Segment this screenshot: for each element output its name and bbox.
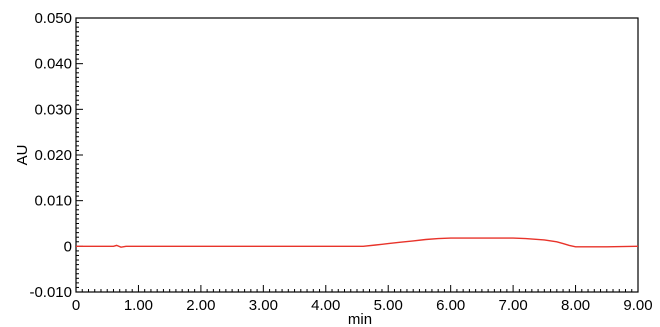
x-tick-label: 8.00 [561, 297, 590, 314]
y-tick-label: 0.050 [34, 10, 72, 27]
y-tick-label: 0.040 [34, 56, 72, 73]
series-layer [76, 237, 639, 248]
x-axis-title: min [348, 311, 372, 327]
x-axis-ticks: 0 1.00 2.00 3.00 4.00 5.00 6.00 7.00 8.00 9.00 [72, 285, 653, 314]
x-tick-label: 5.00 [374, 297, 403, 314]
plot-frame [75, 17, 639, 293]
minor-ticks [76, 22, 633, 292]
x-tick-label: 0 [72, 297, 80, 314]
x-tick-label: 9.00 [623, 297, 652, 314]
x-tick-label: 1.00 [124, 297, 153, 314]
y-tick-label: 0.020 [34, 147, 72, 164]
series-line [76, 237, 639, 248]
y-tick-label: -0.010 [29, 284, 72, 301]
x-tick-label: 3.00 [249, 297, 278, 314]
x-tick-label: 6.00 [436, 297, 465, 314]
y-tick-label: 0.030 [34, 101, 72, 118]
x-tick-label: 2.00 [186, 297, 215, 314]
y-axis-title: AU [14, 145, 31, 166]
y-axis-ticks: -0.010 0 0.010 0.020 0.030 0.040 0.050 [29, 10, 83, 301]
y-tick-label: 0 [64, 238, 72, 255]
x-tick-label: 7.00 [499, 297, 528, 314]
x-tick-label: 4.00 [311, 297, 340, 314]
y-tick-label: 0.010 [34, 193, 72, 210]
